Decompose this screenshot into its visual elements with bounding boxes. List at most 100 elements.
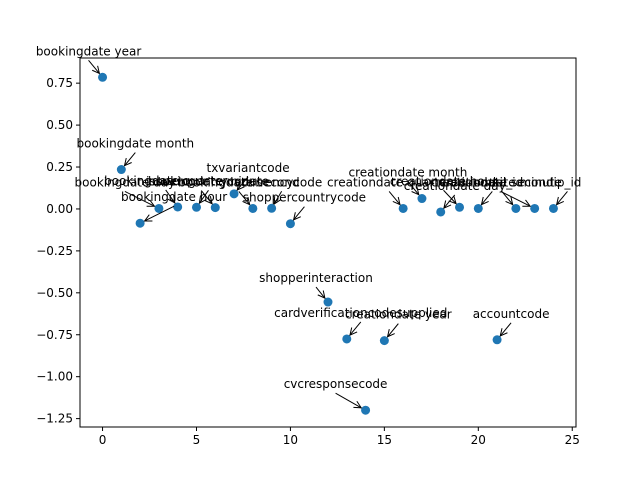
annotation-arrowhead [522, 199, 532, 207]
annotation-label: bookingdate month [77, 137, 195, 151]
annotation-arrowhead [555, 196, 564, 206]
annotation-arrowhead [242, 196, 251, 206]
annotation-label: bookingdate second [178, 175, 299, 189]
data-point [530, 203, 540, 213]
data-point [436, 207, 446, 217]
annotation-label: creationdate quarter [327, 175, 451, 189]
data-point [116, 165, 126, 175]
data-point [417, 194, 427, 204]
y-axis: −1.25 −1.00 −0.75 −0.50 −0.25 0.00 0.25 0.50 0.7… [36, 76, 80, 426]
annotation-arrowhead [204, 196, 213, 205]
data-point [267, 203, 277, 213]
annotation-label: accountcode [473, 307, 550, 321]
annotation-arrow [500, 191, 531, 207]
data-point [361, 405, 371, 415]
annotation-arrowhead [317, 290, 326, 300]
annotation-arrow [293, 206, 305, 221]
data-point [473, 203, 483, 213]
annotation-arrow [124, 152, 136, 166]
annotation-arrow [556, 191, 568, 205]
annotation-arrowhead [411, 186, 420, 196]
y-tick-label: −0.75 [36, 328, 73, 342]
annotation-arrow [481, 191, 493, 205]
y-tick-label: −0.25 [36, 244, 73, 258]
x-tick-label: 25 [565, 433, 580, 447]
annotation-arrow [144, 205, 175, 222]
annotation-label: creationdate month [349, 166, 468, 180]
annotation-label: bookingdate quarter [104, 174, 227, 188]
data-point [248, 203, 258, 213]
data-point [173, 202, 183, 212]
x-tick-label: 20 [471, 433, 486, 447]
data-point [229, 189, 239, 199]
annotation-label: creationdate day [404, 179, 506, 193]
annotation-arrow [499, 322, 512, 337]
annotation-arrow [388, 191, 401, 205]
annotation-arrowhead [353, 400, 363, 409]
annotation-arrowhead [499, 328, 508, 337]
data-point [398, 203, 408, 213]
annotation-arrowhead [143, 214, 153, 222]
annotation-arrowhead [292, 212, 301, 221]
x-tick-label: 10 [283, 433, 298, 447]
x-tick-label: 5 [193, 433, 201, 447]
plot-frame [79, 57, 577, 428]
annotation-arrow [88, 59, 100, 74]
annotation-label: issuercountrycode [146, 175, 256, 189]
annotation-arrow [238, 191, 251, 205]
annotation-arrowhead [123, 157, 132, 167]
y-tick-label: −0.50 [36, 286, 73, 300]
annotation-label: creationdate hour [390, 174, 497, 188]
annotation-label: creationdate second [431, 175, 554, 189]
annotation-arrow [407, 181, 420, 196]
annotation-arrowhead [146, 199, 156, 207]
annotation-arrowhead [443, 200, 452, 209]
annotation-label: bookingdate year [36, 44, 142, 58]
y-tick-label: 0.00 [46, 202, 73, 216]
x-axis: 0 5 10 15 20 25 [99, 427, 580, 447]
annotation-label: cardverificationcodesupplied [274, 306, 447, 320]
annotation-arrowhead [386, 329, 395, 338]
annotation-arrowhead [198, 195, 207, 205]
annotation-arrow [273, 191, 283, 205]
annotation-arrow [165, 189, 176, 204]
annotation-arrowhead [273, 196, 282, 205]
annotation-arrow [387, 323, 399, 338]
annotation-arrowhead [236, 182, 245, 191]
data-point [379, 336, 389, 346]
annotation-arrow [349, 321, 362, 336]
annotation-label: currencycode [241, 175, 322, 189]
annotation-arrow [124, 191, 155, 207]
data-points [98, 72, 558, 415]
annotation-arrowhead [480, 196, 489, 206]
data-point [455, 202, 465, 212]
annotation-label: shopperinteraction [259, 271, 373, 285]
annotation-arrow [236, 176, 249, 191]
annotation-arrow [443, 189, 457, 204]
x-tick-label: 0 [99, 433, 107, 447]
data-point [135, 218, 145, 228]
annotation-arrowhead [349, 327, 358, 336]
annotation-arrow [198, 189, 209, 204]
y-tick-label: 0.75 [46, 76, 73, 90]
annotation-arrowhead [505, 196, 514, 206]
axes-frame [79, 57, 577, 428]
data-point [210, 203, 220, 213]
annotation-label: cvcresponsecode [284, 377, 388, 391]
data-point [511, 203, 521, 213]
data-point [154, 203, 164, 213]
annotation-label: creationdate minute [440, 175, 562, 189]
annotation-label: ip_id [554, 175, 582, 189]
data-point [492, 335, 502, 345]
annotations: bookingdate year bookingdate month booking… [36, 44, 582, 409]
y-tick-label: −1.25 [36, 412, 73, 426]
annotation-label: creationdate year [345, 308, 452, 322]
annotation-label: txvariantcode [206, 161, 289, 175]
annotation-arrow [200, 190, 213, 205]
annotation-arrowhead [167, 195, 176, 204]
y-tick-label: −1.00 [36, 370, 73, 384]
annotation-arrow [315, 286, 326, 299]
annotation-arrow [335, 392, 362, 409]
data-point [191, 202, 201, 212]
